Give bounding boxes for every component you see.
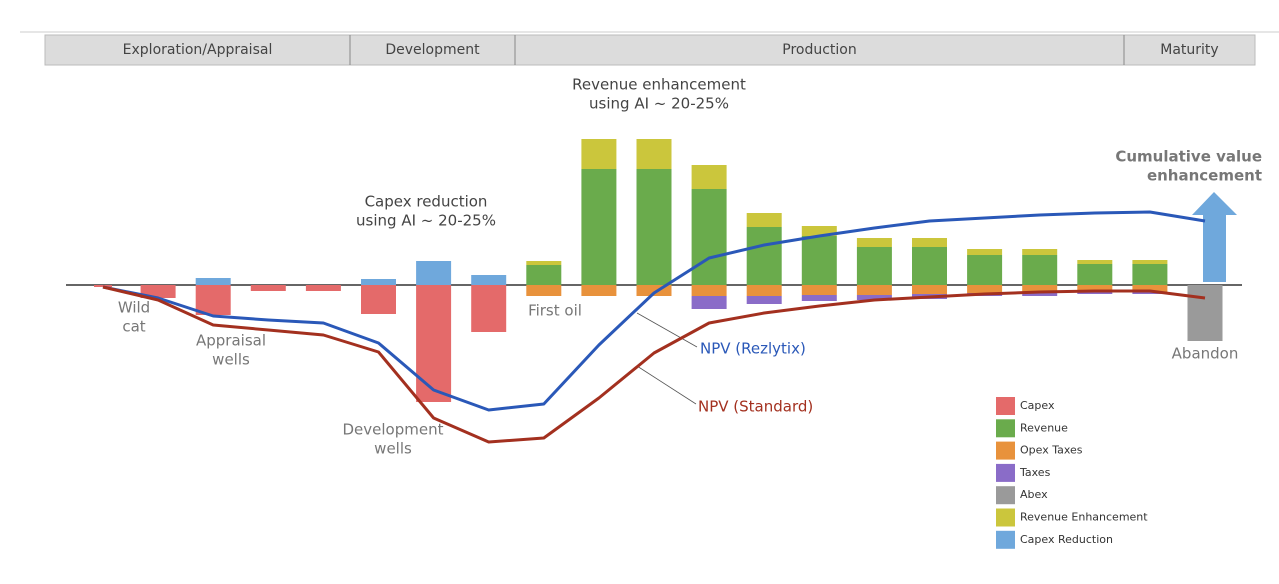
- bar: [691, 189, 727, 285]
- phase-bar: [44, 34, 1256, 66]
- bar: [746, 227, 782, 285]
- bar: [416, 285, 452, 402]
- legend-label: Revenue Enhancement: [1020, 511, 1148, 524]
- bar: [416, 261, 452, 285]
- bar: [691, 296, 727, 309]
- bar: [250, 285, 286, 291]
- bar: [856, 285, 892, 295]
- bar: [1132, 292, 1168, 294]
- bar: [801, 285, 837, 295]
- bar: [801, 295, 837, 301]
- legend-label: Capex Reduction: [1020, 533, 1113, 546]
- bar: [1077, 260, 1113, 264]
- annotation: Development: [343, 421, 444, 439]
- annotation: First oil: [528, 302, 582, 320]
- leader-line: [636, 312, 698, 348]
- phase-label: Production: [782, 42, 856, 58]
- legend-swatch: [996, 419, 1015, 438]
- bar: [305, 285, 341, 291]
- bar: [581, 285, 617, 296]
- legend-swatch: [996, 486, 1015, 505]
- annotation: wells: [374, 440, 412, 458]
- bar: [526, 261, 562, 265]
- annotation: Wild: [118, 299, 150, 317]
- bar: [856, 238, 892, 247]
- annotation: Cumulative value: [1115, 148, 1262, 166]
- annotation: cat: [122, 318, 145, 336]
- phase-label: Development: [385, 42, 480, 58]
- npv-line: [102, 210, 1206, 412]
- bar: [691, 165, 727, 189]
- bar: [581, 169, 617, 285]
- bar: [746, 213, 782, 227]
- legend-label: Revenue: [1020, 421, 1068, 434]
- bar: [1077, 292, 1113, 294]
- value-arrow: [1192, 192, 1237, 282]
- bar: [967, 255, 1003, 285]
- leader-line: [636, 365, 697, 405]
- legend-label: Opex Taxes: [1020, 444, 1083, 457]
- annotation: Capex reduction: [365, 193, 488, 211]
- legend-swatch: [996, 508, 1015, 527]
- bar: [526, 265, 562, 285]
- annotation: using AI ~ 20-25%: [356, 212, 496, 230]
- bar: [195, 285, 231, 315]
- line-label: NPV (Standard): [698, 398, 813, 416]
- bar: [1022, 249, 1058, 255]
- bar: [801, 236, 837, 285]
- bar: [636, 139, 672, 169]
- bar: [856, 295, 892, 300]
- legend-label: Taxes: [1019, 466, 1051, 479]
- bar: [1077, 264, 1113, 285]
- bar: [581, 139, 617, 169]
- legend-swatch: [996, 530, 1015, 549]
- bar: [1132, 264, 1168, 285]
- bar: [1022, 293, 1058, 296]
- annotation: Appraisal: [196, 332, 266, 350]
- annotation: Abandon: [1172, 345, 1239, 363]
- bar: [912, 285, 947, 294]
- bar: [471, 285, 507, 332]
- bar: [746, 285, 782, 296]
- bar: [526, 285, 562, 296]
- legend-swatch: [996, 441, 1015, 460]
- phase-label: Maturity: [1160, 42, 1218, 58]
- bar: [94, 285, 112, 287]
- bar: [1077, 285, 1113, 292]
- npv-line: [102, 285, 1206, 444]
- bar: [1022, 255, 1058, 285]
- bar: [636, 169, 672, 285]
- bar: [912, 247, 947, 285]
- bar: [1187, 285, 1223, 341]
- bar: [636, 285, 672, 296]
- phase-label: Exploration/Appraisal: [123, 42, 273, 58]
- bar: [471, 275, 507, 285]
- annotation: wells: [212, 351, 250, 369]
- bar: [361, 279, 396, 285]
- bar: [967, 285, 1003, 293]
- bar: [1132, 285, 1168, 292]
- bar: [1022, 285, 1058, 293]
- annotation: enhancement: [1147, 167, 1262, 185]
- annotation: Revenue enhancement: [572, 76, 746, 94]
- bar: [912, 238, 947, 247]
- legend-swatch: [996, 397, 1015, 415]
- bar: [1132, 260, 1168, 264]
- bar: [856, 247, 892, 285]
- bar: [691, 285, 727, 296]
- line-label: NPV (Rezlytix): [700, 340, 806, 358]
- bar: [195, 278, 231, 285]
- bar: [746, 296, 782, 304]
- legend-swatch: [996, 463, 1015, 482]
- bar: [967, 249, 1003, 255]
- legend-label: Abex: [1020, 488, 1048, 501]
- bar: [361, 285, 396, 314]
- annotation: using AI ~ 20-25%: [589, 95, 729, 113]
- bar: [801, 226, 837, 236]
- legend-label: Capex: [1020, 399, 1055, 412]
